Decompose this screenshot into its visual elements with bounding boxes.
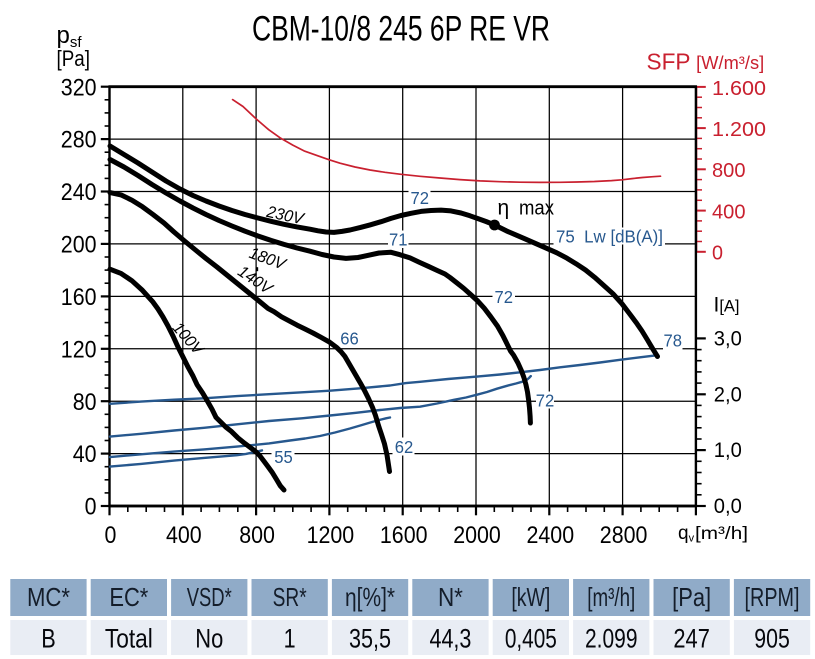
svg-text:62: 62 [395,437,414,457]
svg-text:[m³/h]: [m³/h] [587,582,635,612]
svg-text:320: 320 [61,74,97,101]
svg-text:72: 72 [411,188,430,208]
svg-text:400: 400 [712,201,746,223]
svg-text:35,5: 35,5 [349,624,391,654]
svg-text:EC*: EC* [109,582,148,612]
svg-text:1600: 1600 [380,522,428,549]
svg-text:71: 71 [389,230,408,250]
svg-text:0: 0 [105,522,117,549]
svg-text:[Pa]: [Pa] [57,46,91,71]
svg-text:3,0: 3,0 [714,327,742,350]
svg-text:I[A]: I[A] [714,294,740,317]
svg-text:N*: N* [438,582,463,612]
svg-text:1.600: 1.600 [712,78,766,100]
svg-text:905: 905 [754,624,790,654]
svg-text:78: 78 [664,331,683,351]
svg-text:η: η [498,197,510,220]
svg-text:2,0: 2,0 [714,383,742,406]
svg-text:55: 55 [274,447,293,467]
svg-text:2000: 2000 [453,522,501,549]
svg-text:2400: 2400 [527,522,575,549]
svg-text:[Pa]: [Pa] [672,582,711,612]
svg-text:66: 66 [340,328,359,348]
svg-text:No: No [195,624,223,654]
svg-text:[m³/h]: [m³/h] [695,523,748,543]
svg-text:max: max [519,198,554,220]
svg-text:160: 160 [61,284,97,311]
svg-text:SFP: SFP [647,49,691,75]
svg-text:40: 40 [73,441,97,468]
svg-text:MC*: MC* [27,582,70,612]
svg-text:Total: Total [105,624,153,654]
svg-text:[kW]: [kW] [511,582,550,612]
svg-text:1: 1 [284,624,296,654]
svg-text:200: 200 [61,232,97,259]
svg-text:72: 72 [536,390,555,410]
svg-text:[W/m³/s]: [W/m³/s] [696,53,764,73]
svg-text:CBM-10/8 245 6P RE VR: CBM-10/8 245 6P RE VR [252,9,550,48]
svg-text:2800: 2800 [600,522,648,549]
svg-text:VSD*: VSD* [187,582,232,612]
svg-text:72: 72 [495,287,514,307]
svg-text:0: 0 [712,243,723,265]
svg-text:SR*: SR* [273,582,307,612]
svg-text:120: 120 [61,336,97,363]
svg-text:0,0: 0,0 [714,495,742,518]
svg-text:0: 0 [85,494,97,521]
svg-text:η[%]*: η[%]* [345,582,395,612]
svg-text:44,3: 44,3 [429,624,471,654]
svg-text:800: 800 [239,522,275,549]
svg-text:80: 80 [73,389,97,416]
svg-text:1.200: 1.200 [712,119,766,141]
svg-text:0,405: 0,405 [505,624,557,654]
svg-text:400: 400 [166,522,202,549]
svg-text:2.099: 2.099 [585,624,638,654]
svg-text:280: 280 [61,127,97,154]
svg-text:240: 240 [61,179,97,206]
svg-text:1,0: 1,0 [714,439,742,462]
svg-text:800: 800 [712,160,746,182]
svg-text:[RPM]: [RPM] [745,582,800,612]
svg-text:1200: 1200 [307,522,355,549]
svg-text:247: 247 [673,624,710,654]
svg-text:B: B [41,624,56,654]
svg-text:75 Lw [dB(A)]: 75 Lw [dB(A)] [556,227,663,247]
